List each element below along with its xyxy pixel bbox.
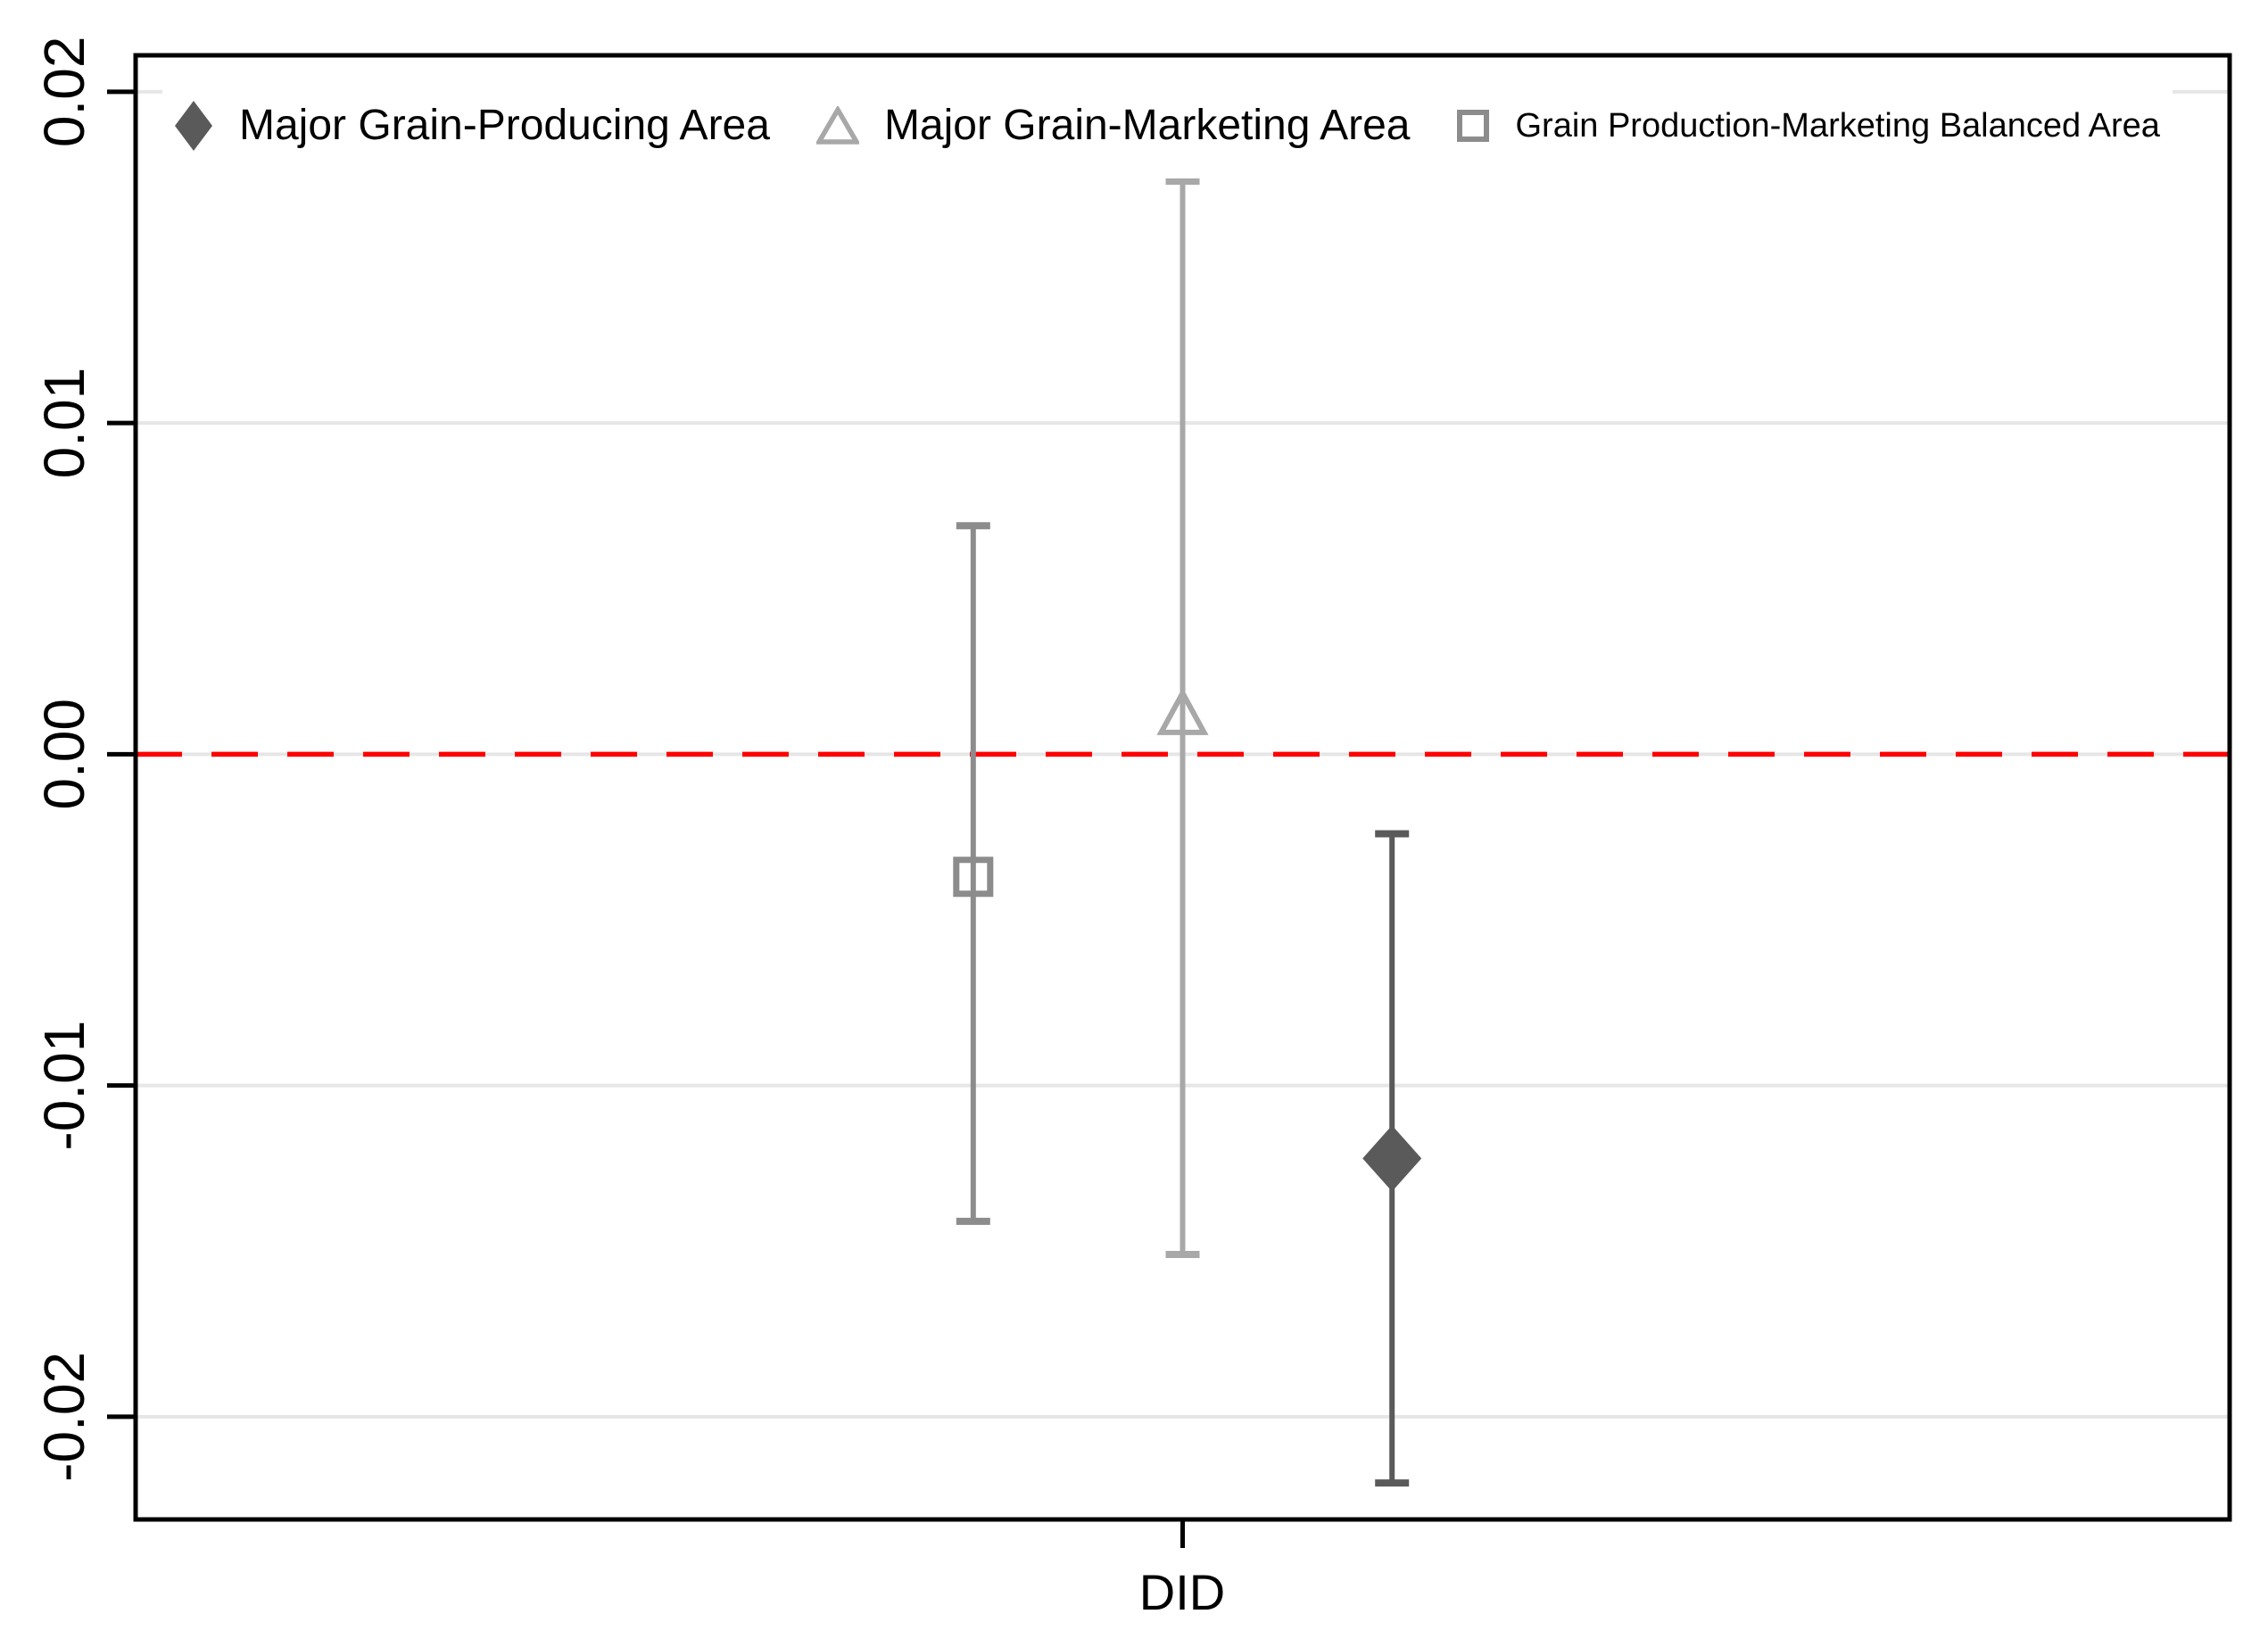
y-tick-label: 0.01 — [32, 368, 96, 479]
legend-label-balanced: Grain Production-Marketing Balanced Area — [1515, 107, 2160, 145]
legend-item-major-grain-producing-area: Major Grain-Producing Area — [173, 99, 770, 153]
triangle-open-icon — [815, 106, 859, 145]
marker-square — [953, 857, 994, 898]
x-axis-label: DID — [1138, 1564, 1226, 1620]
y-tick-label: 0.00 — [32, 699, 96, 810]
square-open-icon — [1457, 110, 1490, 142]
legend-label-producing: Major Grain-Producing Area — [239, 102, 770, 149]
marker-diamond — [1362, 1125, 1422, 1192]
y-tick-label: 0.02 — [32, 37, 96, 148]
marker-triangle — [1156, 687, 1209, 735]
legend-label-marketing: Major Grain-Marketing Area — [883, 102, 1411, 149]
diamond-filled-icon — [175, 101, 212, 151]
legend-item-grain-balanced-area: Grain Production-Marketing Balanced Area — [1456, 107, 2160, 145]
y-tick-label: -0.02 — [32, 1352, 96, 1482]
legend-item-major-grain-marketing-area: Major Grain-Marketing Area — [815, 102, 1411, 149]
y-tick-label: -0.01 — [32, 1021, 96, 1151]
legend: Major Grain-Producing Area Major Grain-M… — [162, 73, 2173, 178]
